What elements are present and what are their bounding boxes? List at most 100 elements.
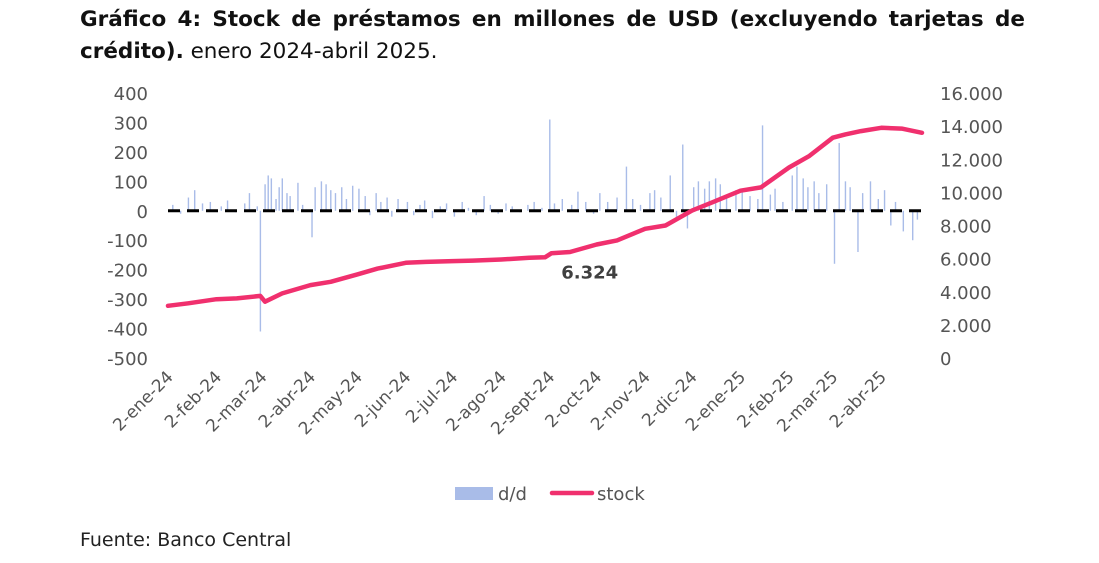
dd-bar [916, 210, 919, 220]
dd-bar [682, 144, 684, 211]
dd-bar [616, 197, 618, 211]
dd-bar [301, 204, 304, 211]
dd-bar [270, 178, 273, 211]
dd-bar [391, 210, 393, 217]
dd-bar [226, 200, 229, 211]
dd-bar [397, 199, 399, 211]
dd-bar [807, 187, 809, 211]
dd-bar [375, 193, 377, 211]
dd-bar [314, 187, 316, 211]
dd-bar [686, 210, 689, 229]
dd-bar [890, 210, 892, 226]
dd-bar [220, 206, 222, 211]
dd-bar [201, 203, 204, 211]
dd-bar [749, 196, 751, 211]
dd-bar [796, 166, 798, 211]
dd-bar [281, 178, 283, 211]
dd-bar [475, 210, 477, 216]
dd-bar [286, 193, 288, 211]
dd-bar [883, 190, 886, 211]
dd-bar [757, 199, 759, 211]
dd-bar [453, 210, 456, 217]
source-note: Fuente: Banco Central [80, 529, 292, 551]
dd-bar [256, 206, 258, 211]
dd-bar [693, 187, 695, 211]
right-tick-label: 14.000 [940, 117, 1003, 138]
dd-bar [833, 210, 836, 264]
dd-bar [782, 201, 784, 211]
dd-bar [423, 200, 426, 211]
right-tick-label: 4.000 [940, 283, 992, 304]
dd-bar [585, 201, 587, 211]
dd-bar [553, 203, 556, 211]
dd-bar [606, 201, 609, 211]
dd-bar [561, 199, 564, 211]
left-tick-label: -300 [107, 290, 148, 311]
chart-title-bold: Gráfico 4: Stock de préstamos en millone… [80, 7, 1025, 64]
left-tick-label: -200 [107, 261, 148, 282]
dd-bar [769, 194, 772, 211]
dd-bar [838, 143, 840, 211]
chart-title-period: enero 2024-abril 2025. [183, 39, 438, 64]
dd-bar [625, 166, 628, 211]
left-tick-label: -400 [107, 320, 148, 341]
dd-bar [849, 187, 851, 211]
dd-bar [857, 210, 859, 252]
dd-bar [297, 182, 299, 211]
legend: d/d stock [455, 484, 645, 505]
stock-line [165, 125, 925, 309]
dd-bar [861, 193, 864, 211]
dd-bar [380, 201, 382, 211]
dd-bar [289, 196, 291, 211]
dd-bar [406, 201, 409, 211]
dd-bar [248, 193, 251, 211]
legend-dd-swatch [455, 487, 493, 500]
dd-bar [639, 204, 642, 211]
right-tick-label: 16.000 [940, 84, 1003, 105]
dd-bar [791, 175, 793, 211]
dd-bar [275, 199, 277, 211]
right-tick-label: 10.000 [940, 183, 1003, 204]
dd-bar [445, 203, 448, 211]
dd-bar [264, 184, 266, 211]
right-tick-label: 2.000 [940, 316, 992, 337]
dd-bar [259, 210, 262, 332]
dd-bar [351, 185, 354, 211]
dd-bar [708, 181, 711, 211]
dd-bar [653, 190, 656, 211]
dd-bar [714, 178, 717, 211]
dd-bar [902, 210, 905, 232]
left-tick-label: -100 [107, 231, 148, 252]
left-tick-label: 300 [114, 113, 148, 134]
chart-title: Gráfico 4: Stock de préstamos en millone… [80, 4, 1025, 68]
right-tick-label: 12.000 [940, 150, 1003, 171]
dd-bar [505, 203, 507, 211]
dd-bar [419, 204, 421, 211]
dd-bar [364, 196, 366, 211]
dd-bar [334, 193, 337, 211]
left-tick-label: -500 [107, 349, 148, 370]
dd-bar [570, 204, 573, 211]
dd-bar [802, 178, 804, 211]
dd-bar [412, 210, 415, 216]
dd-bar [483, 196, 485, 211]
dd-bar [533, 201, 535, 211]
dd-bar [912, 210, 914, 241]
dd-bar [675, 210, 678, 220]
dd-bar [467, 207, 470, 211]
left-tick-label: 200 [114, 143, 148, 164]
left-tick-label: 0 [137, 202, 148, 223]
dd-bar [244, 203, 246, 211]
dd-bar [179, 210, 182, 214]
dd-bar [741, 191, 743, 211]
dd-bars [172, 119, 919, 332]
dd-bar [877, 199, 879, 211]
left-axis: 400 300 200 100 0 -100 -200 -300 -400 -500 [107, 84, 148, 370]
dd-bar [894, 201, 897, 211]
dd-bar [844, 181, 847, 211]
dd-bar [209, 201, 212, 211]
dd-bar [541, 207, 543, 211]
dd-bar [311, 210, 313, 238]
right-axis: 16.000 14.000 12.000 10.000 8.000 6.000 4.000 2… [940, 84, 1003, 370]
